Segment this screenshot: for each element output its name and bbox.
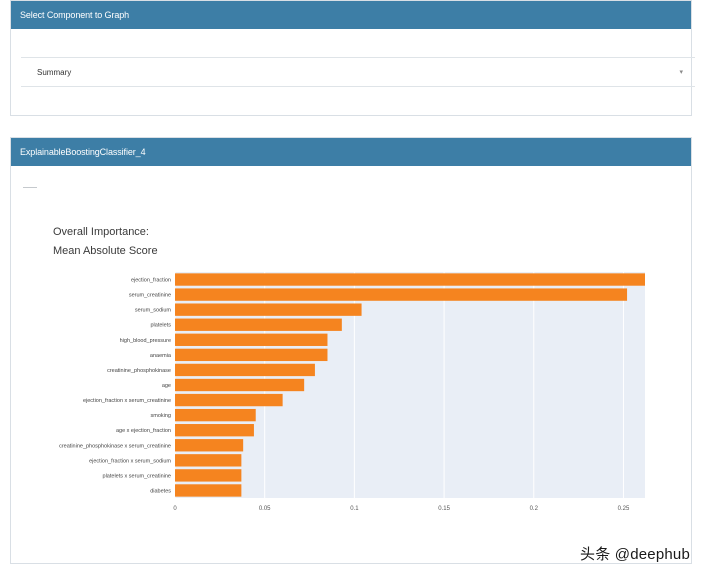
y-tick-label: ejection_fraction x serum_creatinine [83, 398, 171, 404]
y-tick-label: serum_sodium [135, 308, 171, 314]
bar [175, 393, 283, 407]
divider [23, 187, 37, 188]
y-tick-label: diabetes [150, 488, 171, 494]
component-dropdown[interactable]: Summary ▾ [21, 57, 695, 87]
y-tick-label: age [162, 383, 171, 389]
y-tick-label: age x ejection_fraction [116, 428, 171, 434]
y-tick-label: high_blood_pressure [120, 338, 171, 344]
bar [175, 273, 645, 286]
bar [175, 469, 242, 482]
y-tick-label: ejection_fraction x serum_sodium [89, 458, 171, 464]
bar [175, 484, 242, 497]
x-tick-label: 0 [173, 506, 177, 512]
select-component-panel: Select Component to Graph Summary ▾ [10, 0, 695, 116]
x-tick-label: 0.05 [259, 506, 271, 512]
y-tick-label: creatinine_phosphokinase x serum_creatin… [59, 443, 171, 449]
y-tick-label: creatinine_phosphokinase [107, 368, 171, 374]
x-tick-label: 0.2 [530, 506, 539, 512]
y-tick-label: platelets x serum_creatinine [103, 473, 171, 479]
chart-title-line1: Overall Importance: [53, 226, 149, 238]
bar [175, 439, 244, 452]
y-tick-label: serum_creatinine [129, 293, 171, 299]
x-tick-label: 0.15 [438, 506, 450, 512]
x-tick-label: 0.25 [618, 506, 630, 512]
bar [175, 318, 342, 331]
bar [175, 424, 254, 437]
chart-title-line2: Mean Absolute Score [53, 245, 158, 257]
bar [175, 288, 628, 301]
bar [175, 408, 256, 422]
bar [175, 378, 305, 392]
bar [175, 303, 362, 316]
graph-panel: ExplainableBoostingClassifier_4 Overall … [10, 137, 692, 564]
select-component-header: Select Component to Graph [11, 1, 691, 29]
y-tick-label: ejection_fraction [131, 278, 171, 284]
importance-bar-chart: 0 0.05 0.1 0.15 0.2 0.25 ejection_fractionseru… [59, 272, 645, 512]
bar [175, 454, 242, 467]
bar [175, 363, 315, 377]
y-tick-label: smoking [151, 413, 171, 419]
bar [175, 348, 328, 362]
chevron-down-icon[interactable]: ▾ [679, 69, 683, 76]
watermark: 头条 @deephub [580, 546, 690, 563]
bar [175, 333, 328, 346]
y-tick-label: anaemia [150, 353, 172, 359]
graph-panel-header: ExplainableBoostingClassifier_4 [11, 138, 691, 166]
y-tick-label: platelets [151, 323, 172, 329]
x-tick-label: 0.1 [350, 506, 359, 512]
dropdown-selected-value: Summary [37, 68, 72, 77]
